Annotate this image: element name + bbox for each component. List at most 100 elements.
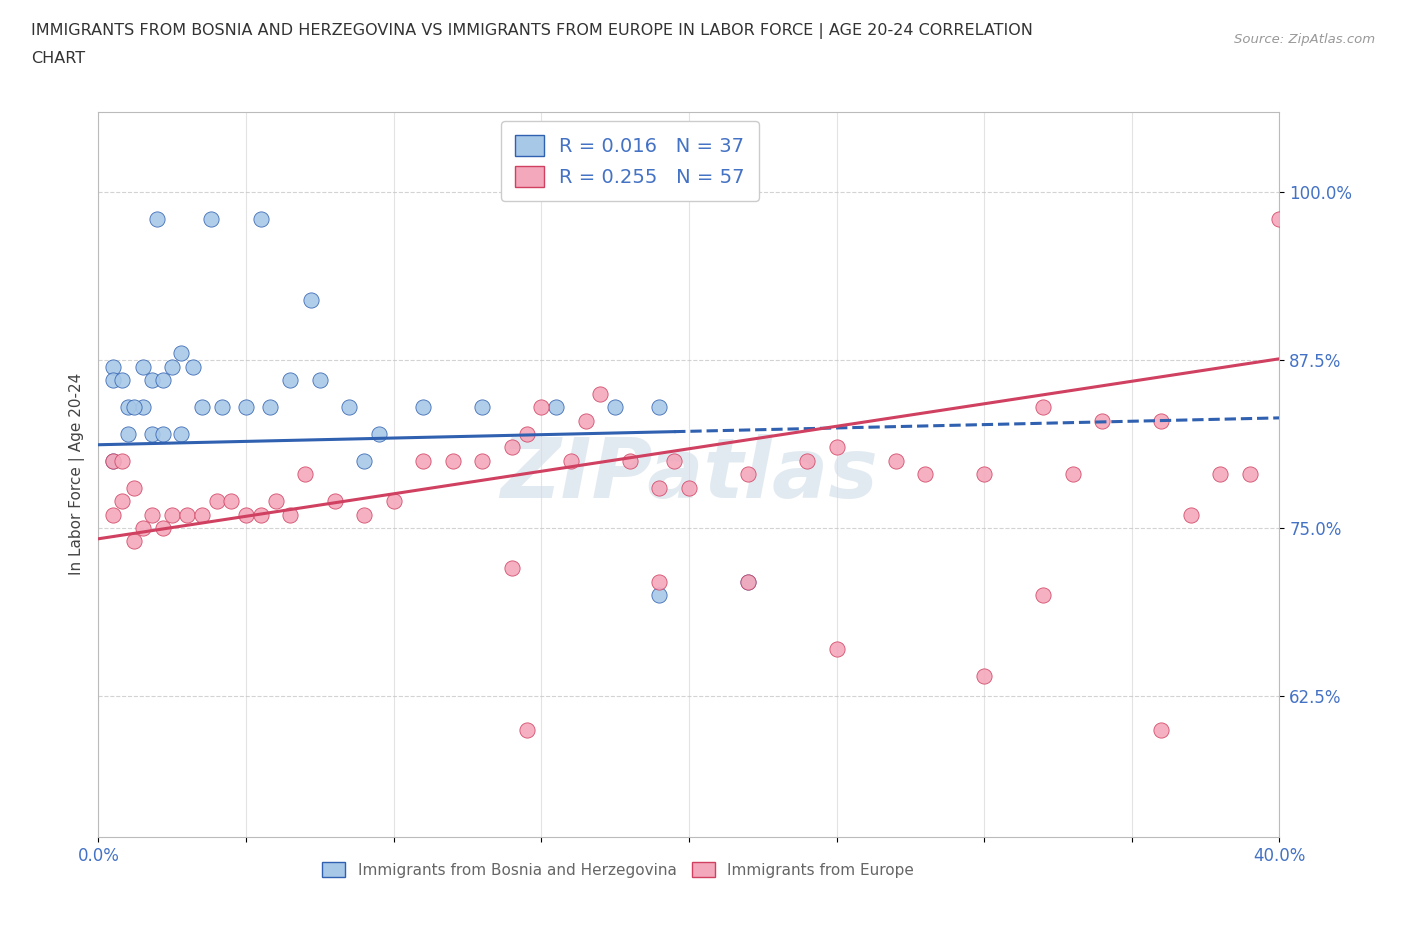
Point [884,454,907,469]
Point [309,373,332,388]
Text: CHART: CHART [31,51,84,66]
Point [152,427,174,442]
Point [339,400,361,415]
Point [103,373,125,388]
Point [560,454,582,469]
Point [1268,212,1291,227]
Point [280,373,302,388]
Point [530,400,553,415]
Point [353,454,375,469]
Point [1032,588,1054,603]
Point [648,588,671,603]
Point [264,494,287,509]
Point [280,507,302,522]
Point [259,400,281,415]
Point [1180,507,1202,522]
Point [103,454,125,469]
Point [737,575,759,590]
Point [1209,467,1232,482]
Point [648,400,671,415]
Point [737,575,759,590]
Point [1062,467,1084,482]
Point [589,386,612,401]
Point [1032,400,1054,415]
Point [546,400,568,415]
Point [235,400,257,415]
Point [141,507,163,522]
Point [1091,413,1114,428]
Point [796,454,818,469]
Point [501,440,523,455]
Point [323,494,346,509]
Point [170,427,193,442]
Point [250,212,273,227]
Point [294,467,316,482]
Point [619,454,641,469]
Point [162,507,183,522]
Point [103,454,125,469]
Point [200,212,222,227]
Point [441,454,464,469]
Point [737,467,759,482]
Point [205,494,228,509]
Point [103,507,125,522]
Point [973,467,995,482]
Point [605,400,627,415]
Point [516,722,538,737]
Point [299,292,322,307]
Point [471,400,494,415]
Point [825,440,848,455]
Point [516,427,538,442]
Point [191,400,214,415]
Point [1150,722,1173,737]
Point [191,507,214,522]
Point [141,427,163,442]
Point [111,494,134,509]
Point [382,494,405,509]
Point [152,521,174,536]
Y-axis label: In Labor Force | Age 20-24: In Labor Force | Age 20-24 [69,373,84,576]
Point [152,373,174,388]
Point [648,480,671,495]
Point [146,212,169,227]
Point [162,359,183,374]
Point [575,413,598,428]
Point [176,507,198,522]
Point [825,642,848,657]
Point [221,494,243,509]
Point [250,507,273,522]
Point [122,400,145,415]
Point [117,427,139,442]
Point [122,480,145,495]
Point [664,454,686,469]
Text: Source: ZipAtlas.com: Source: ZipAtlas.com [1234,33,1375,46]
Point [211,400,233,415]
Point [914,467,936,482]
Point [132,400,155,415]
Point [103,359,125,374]
Point [412,400,434,415]
Point [678,480,700,495]
Text: IMMIGRANTS FROM BOSNIA AND HERZEGOVINA VS IMMIGRANTS FROM EUROPE IN LABOR FORCE : IMMIGRANTS FROM BOSNIA AND HERZEGOVINA V… [31,23,1033,39]
Point [111,454,134,469]
Point [501,561,523,576]
Point [132,521,155,536]
Point [353,507,375,522]
Point [648,575,671,590]
Text: ZIPatlas: ZIPatlas [501,433,877,515]
Point [412,454,434,469]
Point [111,373,134,388]
Point [973,669,995,684]
Legend: Immigrants from Bosnia and Herzegovina, Immigrants from Europe: Immigrants from Bosnia and Herzegovina, … [316,856,920,884]
Point [1150,413,1173,428]
Point [181,359,204,374]
Point [117,400,139,415]
Point [141,373,163,388]
Point [368,427,391,442]
Point [170,346,193,361]
Point [235,507,257,522]
Point [1239,467,1261,482]
Point [132,359,155,374]
Point [471,454,494,469]
Point [122,534,145,549]
